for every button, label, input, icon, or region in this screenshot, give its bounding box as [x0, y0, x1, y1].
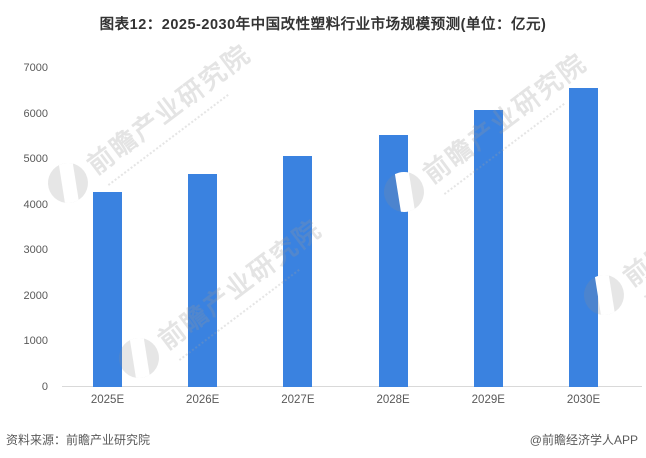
- data-source-label: 资料来源：前瞻产业研究院: [6, 433, 151, 447]
- bar-2025E: [93, 191, 122, 387]
- y-tick-3000: 3000: [23, 244, 48, 257]
- y-tick-2000: 2000: [23, 289, 48, 302]
- x-tick-2029E: 2029E: [471, 394, 505, 406]
- bar-2030E: [569, 87, 598, 387]
- app-credit-label: @前瞻经济学人APP: [529, 433, 638, 447]
- bar-2026E: [188, 173, 218, 387]
- x-tick-2025E: 2025E: [90, 394, 125, 406]
- x-tick-2028E: 2028E: [376, 394, 410, 406]
- y-tick-4000: 4000: [23, 198, 48, 211]
- bar-2027E: [283, 155, 313, 387]
- x-tick-2027E: 2027E: [281, 394, 315, 406]
- y-tick-0: 0: [41, 381, 48, 393]
- x-tick-2026E: 2026E: [186, 394, 220, 406]
- x-axis-line: [62, 386, 642, 387]
- y-tick-7000: 7000: [23, 62, 48, 74]
- y-tick-6000: 6000: [23, 107, 48, 120]
- x-tick-2030E: 2030E: [566, 394, 601, 406]
- y-tick-5000: 5000: [23, 153, 48, 166]
- chart-title: 图表12：2025-2030年中国改性塑料行业市场规模预测(单位：亿元): [99, 17, 547, 33]
- bar-2028E: [378, 134, 408, 387]
- bar-2029E: [473, 109, 503, 387]
- y-tick-1000: 1000: [23, 335, 48, 348]
